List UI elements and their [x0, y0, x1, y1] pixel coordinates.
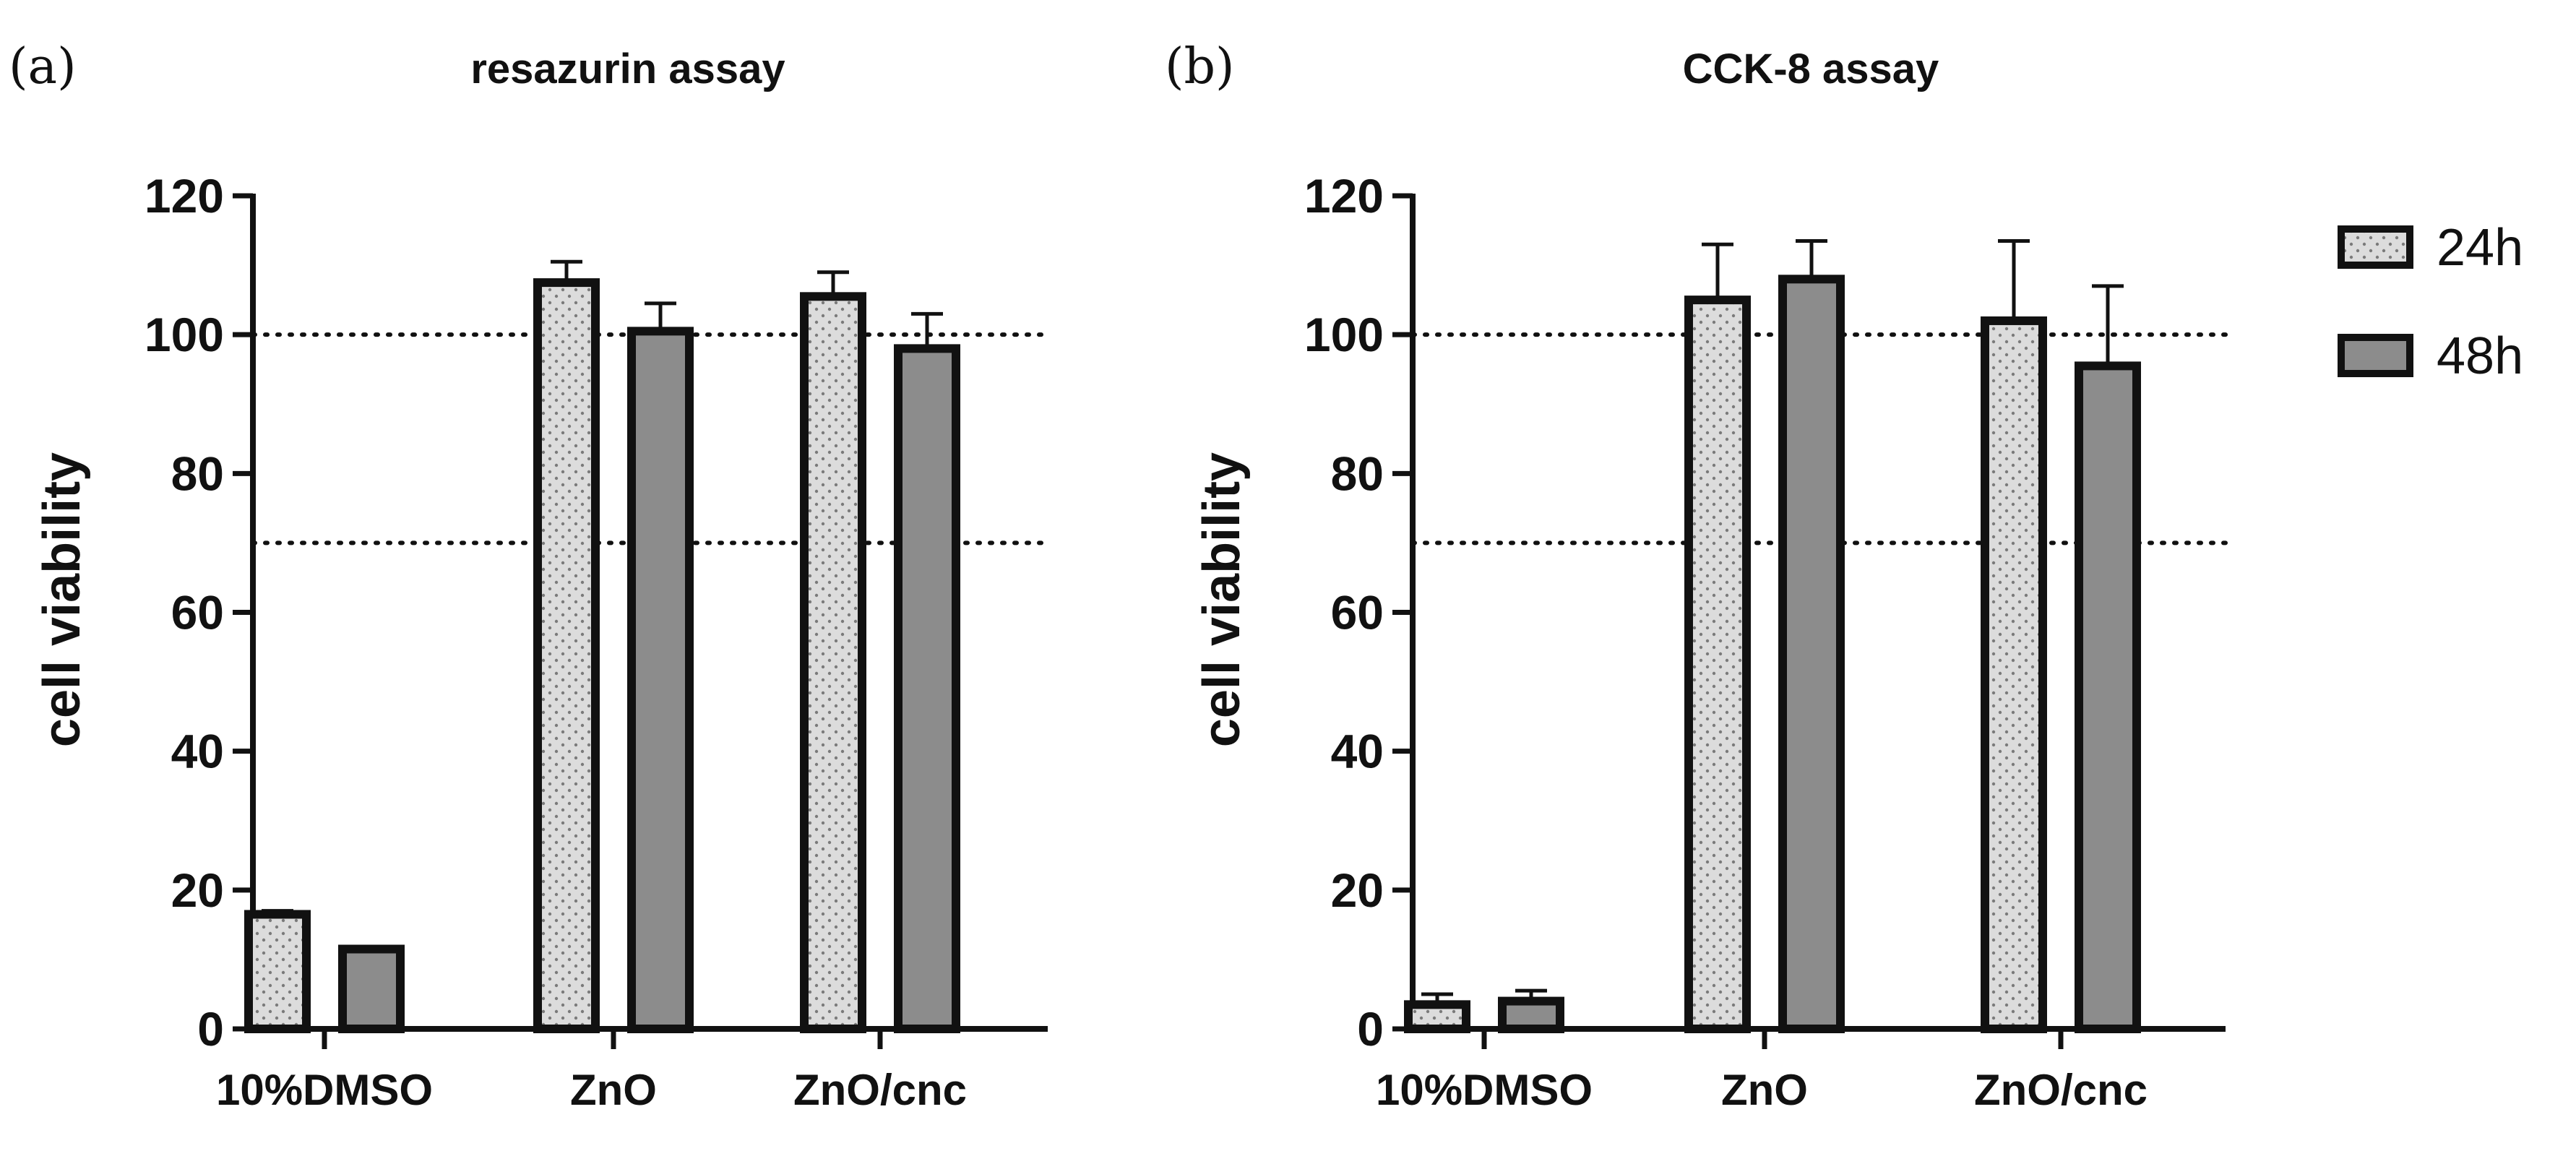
y-axis-label-a: cell viability	[33, 452, 91, 747]
chart-panel-b: (b) CCK-8 assay cell viability 0 20 40 60 80…	[1165, 38, 2228, 1114]
legend-label-48h: 48h	[2437, 327, 2523, 385]
y-tick-label-a-20: 20	[171, 863, 224, 917]
bar-b-48h-ZnO/cnc	[2075, 361, 2141, 1033]
y-tick-label-b-100: 100	[1304, 308, 1384, 361]
panel-label-b: (b)	[1165, 38, 1235, 95]
bar-a-48h-10%DMSO	[338, 944, 405, 1033]
y-tick-label-b-20: 20	[1331, 863, 1384, 917]
y-tick-label-b-40: 40	[1331, 725, 1384, 778]
legend: 24h 48h	[2338, 219, 2523, 385]
y-tick-label-b-60: 60	[1331, 586, 1384, 639]
x-tick-label-a-1: ZnO	[570, 1066, 657, 1114]
y-tick-label-a-80: 80	[171, 447, 224, 500]
y-axis-label-b: cell viability	[1193, 452, 1251, 747]
y-tick-label-a-60: 60	[171, 586, 224, 639]
y-tick-label-a-100: 100	[145, 308, 224, 361]
y-tick-label-a-40: 40	[171, 725, 224, 778]
chart-title-b: CCK-8 assay	[1683, 46, 1939, 92]
y-tick-label-b-80: 80	[1331, 447, 1384, 500]
bar-a-48h-ZnO	[627, 327, 694, 1033]
legend-swatch-24h	[2338, 225, 2413, 269]
x-tick-label-a-0: 10%DMSO	[216, 1066, 433, 1114]
y-tick-label-a-0: 0	[197, 1002, 224, 1056]
bar-a-24h-10%DMSO	[244, 910, 311, 1034]
x-tick-label-b-2: ZnO/cnc	[1974, 1066, 2148, 1114]
bar-b-24h-10%DMSO	[1404, 1000, 1470, 1034]
chart-title-a: resazurin assay	[470, 46, 785, 92]
bar-b-48h-10%DMSO	[1498, 996, 1564, 1033]
legend-swatch-48h	[2338, 334, 2413, 377]
y-tick-label-a-120: 120	[145, 169, 224, 223]
plot-area-a: 0 20 40 60 80 100 120 10%DMSO ZnO ZnO/cnc	[145, 169, 1050, 1114]
legend-label-24h: 24h	[2437, 219, 2523, 277]
bar-a-48h-ZnO/cnc	[894, 344, 960, 1033]
bar-a-24h-ZnO/cnc	[800, 292, 866, 1033]
chart-panel-a: (a) resazurin assay cell viability 0 20 40…	[9, 38, 1050, 1114]
bar-b-48h-ZnO	[1778, 275, 1845, 1033]
y-tick-label-b-120: 120	[1304, 169, 1384, 223]
x-tick-label-b-0: 10%DMSO	[1376, 1066, 1593, 1114]
x-tick-label-b-1: ZnO	[1721, 1066, 1808, 1114]
bar-b-24h-ZnO/cnc	[1981, 316, 2047, 1033]
panel-label-a: (a)	[9, 38, 77, 95]
y-tick-label-b-0: 0	[1357, 1002, 1384, 1056]
bar-a-24h-ZnO	[533, 278, 600, 1034]
plot-area-b: 0 20 40 60 80 100 120 10%DMSO ZnO ZnO/cnc	[1304, 169, 2228, 1114]
x-tick-label-a-2: ZnO/cnc	[793, 1066, 967, 1114]
bar-b-24h-ZnO	[1684, 296, 1751, 1033]
